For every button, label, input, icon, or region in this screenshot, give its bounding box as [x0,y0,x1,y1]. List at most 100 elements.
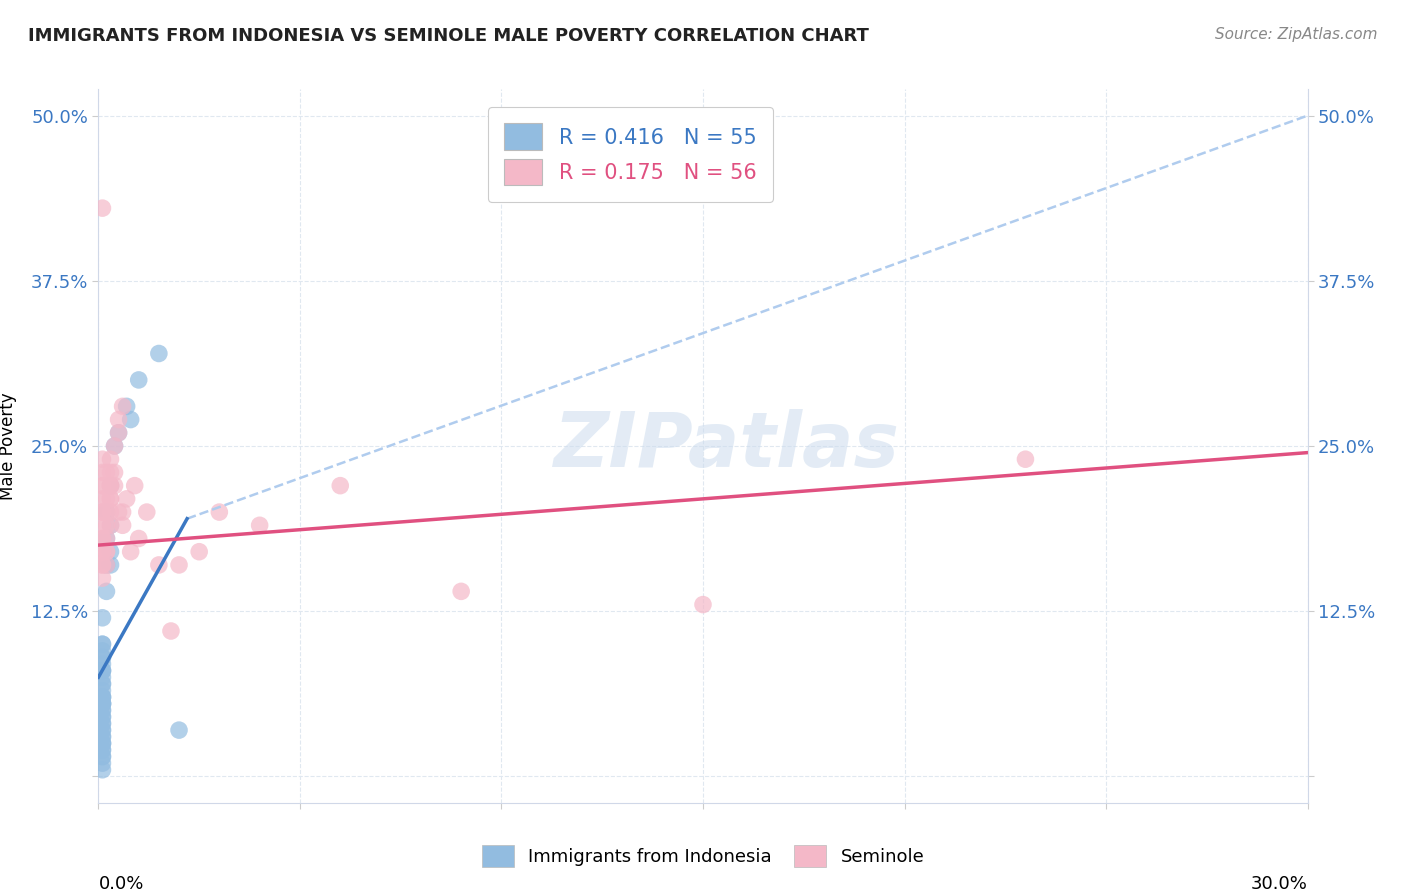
Point [91,505,114,519]
Text: IMMIGRANTS FROM INDONESIA VS SEMINOLE MALE POVERTY CORRELATION CHART: IMMIGRANTS FROM INDONESIA VS SEMINOLE MA… [28,27,869,45]
Point [115,400,138,414]
Point [135,505,157,519]
Point [91,545,114,559]
Point [100,518,122,533]
Point [91,723,114,738]
Point [91,532,114,546]
Point [91,657,114,671]
Point [91,664,114,678]
Point [91,690,114,704]
Point [100,491,122,506]
Point [100,478,122,492]
Point [107,505,129,519]
Point [96,532,118,546]
Point [91,644,114,658]
Point [96,505,118,519]
Text: Source: ZipAtlas.com: Source: ZipAtlas.com [1215,27,1378,42]
Point [107,425,129,440]
Point [91,697,114,711]
Point [120,545,142,559]
Point [91,743,114,757]
Point [329,478,352,492]
Point [100,505,122,519]
Point [148,346,170,360]
Point [96,545,118,559]
Point [128,532,150,546]
Point [128,373,150,387]
Point [100,478,122,492]
Point [188,545,211,559]
Point [91,743,114,757]
Point [249,518,271,533]
Point [107,412,129,426]
Point [111,505,134,519]
Point [91,756,114,771]
Point [91,716,114,731]
Point [91,478,114,492]
Point [91,697,114,711]
Point [91,697,114,711]
Legend: R = 0.416   N = 55, R = 0.175   N = 56: R = 0.416 N = 55, R = 0.175 N = 56 [488,107,773,202]
Text: 30.0%: 30.0% [1251,875,1308,892]
Point [100,452,122,467]
Point [91,466,114,480]
Point [208,505,231,519]
Point [91,664,114,678]
Point [100,545,122,559]
Point [124,478,146,492]
Point [91,558,114,572]
Point [692,598,714,612]
Point [96,532,118,546]
Point [91,723,114,738]
Point [91,690,114,704]
Point [96,518,118,533]
Point [103,466,125,480]
Point [148,558,170,572]
Point [96,491,118,506]
Point [91,677,114,691]
Point [167,723,190,738]
Point [96,466,118,480]
Point [91,736,114,750]
Point [91,749,114,764]
Point [91,703,114,717]
Point [167,558,190,572]
Point [91,710,114,724]
Point [91,637,114,651]
Point [91,491,114,506]
Point [91,518,114,533]
Point [91,650,114,665]
Point [91,637,114,651]
Point [100,478,122,492]
Point [91,664,114,678]
Point [100,491,122,506]
Legend: Immigrants from Indonesia, Seminole: Immigrants from Indonesia, Seminole [474,838,932,874]
Point [96,505,118,519]
Point [111,518,134,533]
Point [100,518,122,533]
Point [91,730,114,744]
Point [91,532,114,546]
Point [91,670,114,684]
Point [91,650,114,665]
Point [91,697,114,711]
Point [111,400,134,414]
Point [91,677,114,691]
Point [91,749,114,764]
Point [103,439,125,453]
Point [91,716,114,731]
Point [160,624,183,638]
Text: 0.0%: 0.0% [98,875,143,892]
Point [91,505,114,519]
Text: ZIPatlas: ZIPatlas [554,409,900,483]
Point [100,558,122,572]
Point [107,425,129,440]
Point [96,545,118,559]
Point [103,478,125,492]
Point [103,439,125,453]
Point [91,611,114,625]
Point [91,690,114,704]
Point [96,558,118,572]
Y-axis label: Male Poverty: Male Poverty [0,392,17,500]
Point [91,710,114,724]
